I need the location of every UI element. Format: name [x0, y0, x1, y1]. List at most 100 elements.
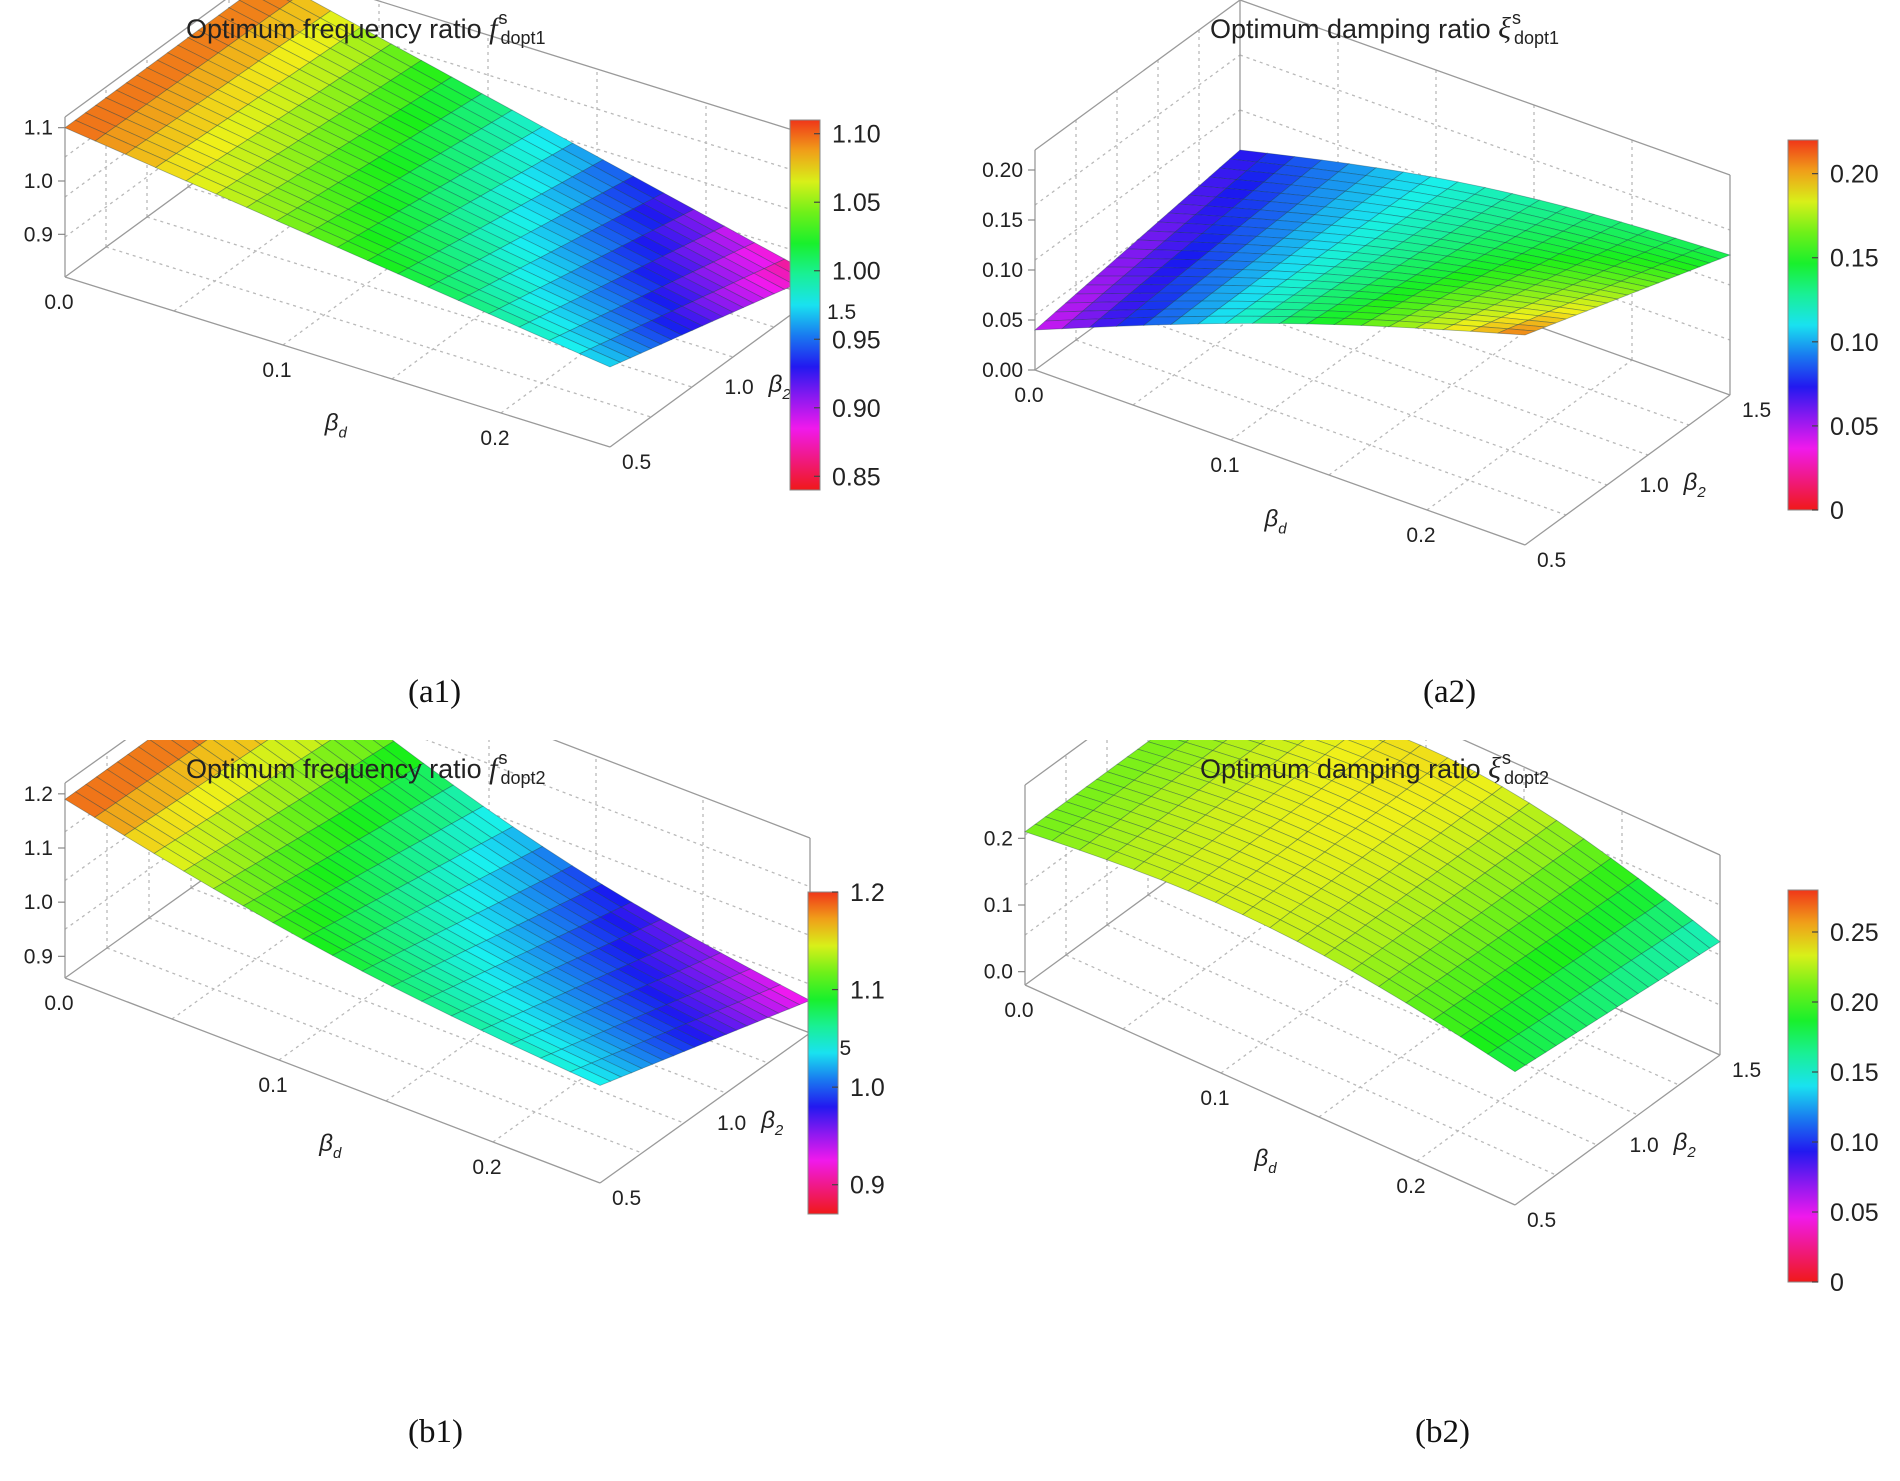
- surface-patch: [1578, 293, 1619, 304]
- surface-patch: [578, 348, 622, 368]
- back-wall-gridline: [64, 740, 263, 882]
- surface-patch: [1487, 1047, 1527, 1073]
- axes-box-edge: [1034, 0, 1241, 151]
- surface-patch: [1497, 1040, 1537, 1066]
- caption-a1: (a1): [408, 674, 462, 710]
- colorbar-tick-label: 0.15: [1830, 245, 1879, 273]
- y-axis-label: β2: [768, 371, 792, 403]
- surface-patch: [1620, 959, 1660, 988]
- x-tick-label: 0.0: [44, 992, 73, 1015]
- x-tick-label: 0.1: [258, 1074, 287, 1097]
- surface-patch: [1599, 973, 1639, 1001]
- side-wall-gridline: [297, 740, 811, 937]
- x-axis-label: βd: [1264, 505, 1288, 537]
- chart-title-b2: Optimum damping ratio ξsdopt2: [1200, 748, 1550, 788]
- colorbar-tick-label: 1.10: [832, 121, 881, 149]
- z-tick-label: 1.1: [24, 117, 53, 140]
- surface-patch: [1691, 246, 1732, 260]
- y-tick-label: 0.5: [1527, 1209, 1556, 1232]
- z-tick-label: 0.05: [982, 309, 1023, 332]
- z-tick-label: 0.9: [24, 945, 53, 968]
- colorbar-tick-label: 0.20: [1830, 161, 1879, 189]
- z-tick-label: 1.1: [24, 837, 53, 860]
- y-tick-label: 0.5: [622, 451, 651, 474]
- surface-patch: [732, 277, 775, 299]
- surface-plot-a1: 0.91.01.10.00.10.20.51.01.5βdβ20.850.900…: [24, 0, 881, 491]
- colorbar-tick-label: 0.9: [850, 1172, 885, 1200]
- y-tick-label: 0.5: [612, 1187, 641, 1210]
- surface-patch: [1671, 926, 1711, 956]
- chart-panel-a2: 0.00 0.05 0.10 0.15 0.20 0.0 0.1 0.2 0.5 1.0 1.5 βd…: [950, 0, 1900, 740]
- surface-patch: [569, 1067, 612, 1086]
- floor-gridline: [1075, 339, 1567, 516]
- y-tick-label: 1.0: [1640, 474, 1669, 497]
- colorbar-tick-label: 1.2: [850, 879, 885, 907]
- colorbar-tick-label: 0.05: [1830, 413, 1879, 441]
- colorbar-tick-label: 1.00: [832, 258, 881, 286]
- surface-patch: [1497, 328, 1536, 336]
- z-tick-label: 0.15: [982, 209, 1023, 232]
- axes-box-edge: [64, 276, 611, 448]
- axes-box-edge: [64, 977, 601, 1184]
- back-wall-gridline: [64, 778, 276, 930]
- caption-b2: (b2): [1415, 1414, 1470, 1450]
- surface-patch: [1650, 263, 1691, 276]
- chart-panel-b1: 0.91.01.11.20.00.10.20.51.01.5βdβ20.91.0…: [0, 740, 950, 1480]
- x-tick-label: 0.0: [1014, 384, 1043, 407]
- surface-patch: [1247, 740, 1266, 745]
- axes-box-edge: [609, 296, 816, 448]
- surface-patch: [1579, 986, 1619, 1014]
- chart-panel-b2: 0.0 0.1 0.2 0.0 0.1 0.2 0.5 1.0 1.5 βd β2 0 0.05 0.10…: [950, 740, 1900, 1480]
- colorbar-a2: 0 0.05 0.10 0.15 0.20: [1787, 139, 1879, 525]
- surface-patch: [630, 324, 673, 345]
- surface-patch: [589, 343, 632, 363]
- surface-patch: [1517, 1026, 1557, 1053]
- z-tick-label: 1.0: [24, 170, 53, 193]
- floor-gridline: [148, 917, 685, 1124]
- surface-patch: [1557, 302, 1599, 312]
- surface-patch: [1681, 250, 1722, 264]
- surface-patch: [1670, 254, 1711, 268]
- surface-a1: [64, 0, 816, 368]
- floor-gridline: [1065, 954, 1557, 1176]
- chart-title-a1: Optimum frequency ratio fsdopt1: [186, 8, 546, 48]
- z-tick-label: 0.00: [982, 359, 1023, 382]
- surface-patch: [1598, 285, 1640, 296]
- surface-b1: [64, 740, 811, 1086]
- side-wall-gridline: [425, 740, 811, 888]
- surface-patch: [579, 1062, 622, 1082]
- x-tick-label: 0.2: [1406, 524, 1435, 547]
- surface-patch: [1176, 740, 1190, 743]
- floor-gridline: [1116, 309, 1608, 486]
- surface-patch: [1651, 939, 1691, 969]
- colorbar-tick-label: 0.20: [1830, 989, 1879, 1017]
- x-tick-label: 0.1: [262, 359, 291, 382]
- surface-patch: [1609, 280, 1650, 292]
- surface-patch: [681, 301, 724, 322]
- x-tick-label: 0.1: [1210, 454, 1239, 477]
- axes-box-edge: [599, 1032, 811, 1184]
- colorbar-tick-label: 1.05: [832, 189, 881, 217]
- colorbar-bar: [1787, 889, 1819, 1283]
- surface-patch: [1660, 259, 1701, 272]
- colorbar-tick-label: 0.90: [832, 395, 881, 423]
- y-tick-label: 1.5: [1742, 399, 1771, 422]
- z-tick-label: 0.0: [984, 961, 1013, 984]
- colorbar-tick-label: 0: [1830, 497, 1844, 525]
- z-tick-label: 0.10: [982, 259, 1023, 282]
- axes-box-edge: [1024, 984, 1516, 1206]
- z-tick-label: 1.2: [24, 783, 53, 806]
- z-tick-label: 0.1: [984, 894, 1013, 917]
- colorbar-bar: [1787, 139, 1819, 511]
- axes-box-edge: [1514, 1054, 1721, 1206]
- surface-patch: [1537, 311, 1577, 320]
- surface-patch: [313, 740, 332, 747]
- colorbar-tick-label: 0.25: [1830, 919, 1879, 947]
- colorbar-bar: [807, 891, 839, 1215]
- colorbar-tick-label: 0.95: [832, 326, 881, 354]
- colorbar-tick-label: 0.10: [1830, 329, 1879, 357]
- floor-gridline: [492, 991, 704, 1143]
- axes-box-edge: [1024, 740, 1088, 786]
- surface-patch: [286, 0, 293, 3]
- surface-patch: [611, 1049, 654, 1069]
